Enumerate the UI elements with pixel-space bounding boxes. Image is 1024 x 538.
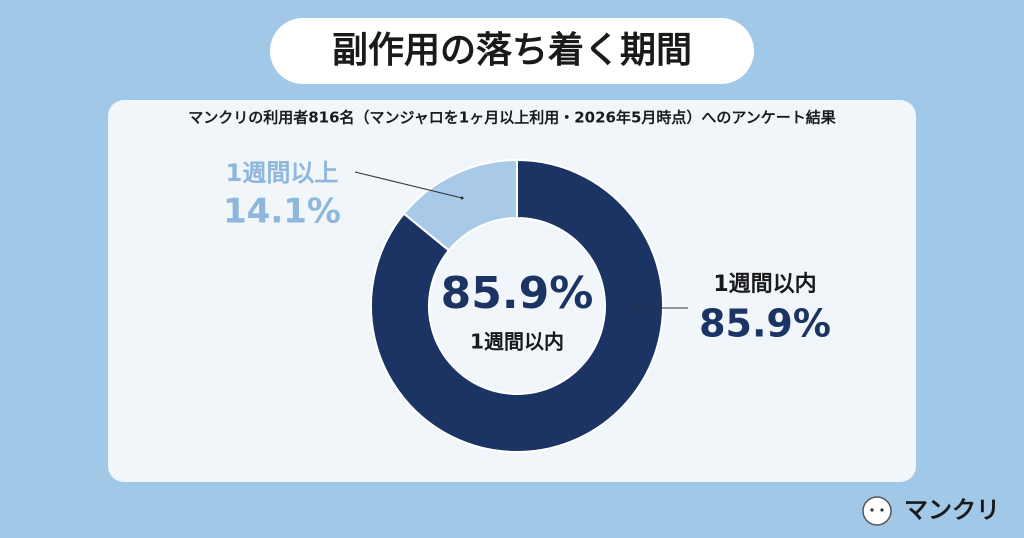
logo-eye	[880, 508, 884, 512]
center-label: 1週間以内	[470, 330, 564, 354]
leader-line	[354, 171, 463, 199]
logo-icon	[862, 496, 892, 526]
chart-title: 副作用の落ち着く期間	[332, 30, 692, 71]
panel	[108, 100, 916, 482]
donut-slice	[370, 158, 665, 453]
chart-subtitle: マンクリの利用者816名（マンジャロを1ヶ月以上利用・2026年5月時点）へのア…	[188, 109, 837, 127]
title-pill	[270, 18, 754, 84]
leader-dot	[630, 306, 634, 310]
slice-value: 85.9%	[699, 302, 831, 346]
brand-logo: マンクリ	[862, 496, 1000, 526]
leader-dot	[460, 196, 464, 200]
donut	[370, 158, 665, 453]
slice-label: 1週間以内	[713, 272, 816, 297]
slice-label: 1週間以上	[226, 159, 339, 187]
center-value: 85.9%	[441, 268, 594, 319]
logo-eye	[870, 508, 874, 512]
donut-slice	[402, 158, 518, 252]
brand-name: マンクリ	[904, 496, 1000, 524]
slice-value: 14.1%	[223, 192, 341, 232]
